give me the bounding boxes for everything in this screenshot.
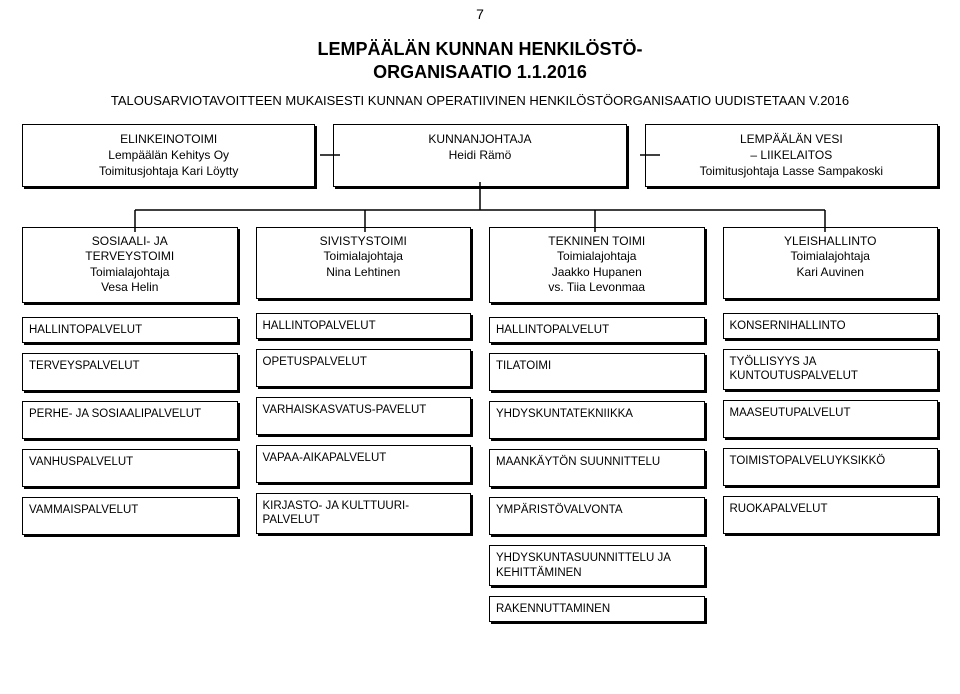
- sub: TILATOIMI: [489, 353, 705, 391]
- label: Toimialajohtaja: [27, 265, 233, 281]
- label: LEMPÄÄLÄN VESI: [652, 131, 931, 147]
- label: Toimialajohtaja: [494, 249, 700, 265]
- dept-row: SOSIAALI- JA TERVEYSTOIMI Toimialajohtaj…: [22, 227, 938, 623]
- dept-tekninen: TEKNINEN TOIMI Toimialajohtaja Jaakko Hu…: [489, 227, 705, 303]
- sub: TOIMISTOPALVELUYKSIKKÖ: [723, 448, 939, 486]
- page-root: 7 LEMPÄÄLÄN KUNNAN HENKILÖSTÖ- ORGANISAA…: [0, 0, 960, 694]
- sub: HALLINTOPALVELUT: [22, 317, 238, 343]
- col-sivistys: SIVISTYSTOIMI Toimialajohtaja Nina Lehti…: [256, 227, 472, 623]
- label: YLEISHALLINTO: [728, 234, 934, 250]
- label: Jaakko Hupanen: [494, 265, 700, 281]
- sub: KIRJASTO- JA KULTTUURI-PALVELUT: [256, 493, 472, 534]
- label: Vesa Helin: [27, 280, 233, 296]
- sub: HALLINTOPALVELUT: [489, 317, 705, 343]
- label: Toimitusjohtaja Kari Löytty: [29, 163, 308, 179]
- sub: VANHUSPALVELUT: [22, 449, 238, 487]
- sub: YHDYSKUNTASUUNNITTELU JA KEHITTÄMINEN: [489, 545, 705, 586]
- dept-sosiaali: SOSIAALI- JA TERVEYSTOIMI Toimialajohtaj…: [22, 227, 238, 303]
- sub: RAKENNUTTAMINEN: [489, 596, 705, 622]
- page-number: 7: [0, 6, 960, 22]
- sub: TERVEYSPALVELUT: [22, 353, 238, 391]
- box-elinkeinotoimi: ELINKEINOTOIMI Lempäälän Kehitys Oy Toim…: [22, 124, 315, 187]
- sub: YMPÄRISTÖVALVONTA: [489, 497, 705, 535]
- chart-title: LEMPÄÄLÄN KUNNAN HENKILÖSTÖ- ORGANISAATI…: [22, 38, 938, 83]
- label: SOSIAALI- JA: [27, 234, 233, 250]
- label: TERVEYSTOIMI: [27, 249, 233, 265]
- top-row: ELINKEINOTOIMI Lempäälän Kehitys Oy Toim…: [22, 124, 938, 187]
- label: – LIIKELAITOS: [652, 147, 931, 163]
- title-line1: LEMPÄÄLÄN KUNNAN HENKILÖSTÖ-: [318, 39, 643, 59]
- sub: MAANKÄYTÖN SUUNNITTELU: [489, 449, 705, 487]
- sub: OPETUSPALVELUT: [256, 349, 472, 387]
- sub: MAASEUTUPALVELUT: [723, 400, 939, 438]
- sub: VAPAA-AIKAPALVELUT: [256, 445, 472, 483]
- label: Lempäälän Kehitys Oy: [29, 147, 308, 163]
- label: Heidi Rämö: [340, 147, 619, 163]
- sub: RUOKAPALVELUT: [723, 496, 939, 534]
- chart-subtitle: TALOUSARVIOTAVOITTEEN MUKAISESTI KUNNAN …: [22, 93, 938, 108]
- label: ELINKEINOTOIMI: [29, 131, 308, 147]
- col-tekninen: TEKNINEN TOIMI Toimialajohtaja Jaakko Hu…: [489, 227, 705, 623]
- label: Nina Lehtinen: [261, 265, 467, 281]
- label: TEKNINEN TOIMI: [494, 234, 700, 250]
- label: Toimialajohtaja: [261, 249, 467, 265]
- sub: PERHE- JA SOSIAALIPALVELUT: [22, 401, 238, 439]
- col-sosiaali: SOSIAALI- JA TERVEYSTOIMI Toimialajohtaj…: [22, 227, 238, 623]
- sub: YHDYSKUNTATEKNIIKKA: [489, 401, 705, 439]
- sub: VARHAISKASVATUS-PAVELUT: [256, 397, 472, 435]
- label: Toimitusjohtaja Lasse Sampakoski: [652, 163, 931, 179]
- sub: TYÖLLISYYS JA KUNTOUTUSPALVELUT: [723, 349, 939, 390]
- label: SIVISTYSTOIMI: [261, 234, 467, 250]
- label: Toimialajohtaja: [728, 249, 934, 265]
- sub: HALLINTOPALVELUT: [256, 313, 472, 339]
- dept-sivistys: SIVISTYSTOIMI Toimialajohtaja Nina Lehti…: [256, 227, 472, 299]
- label: vs. Tiia Levonmaa: [494, 280, 700, 296]
- box-vesi: LEMPÄÄLÄN VESI – LIIKELAITOS Toimitusjoh…: [645, 124, 938, 187]
- label: KUNNANJOHTAJA: [340, 131, 619, 147]
- sub: VAMMAISPALVELUT: [22, 497, 238, 535]
- label: Kari Auvinen: [728, 265, 934, 281]
- dept-yleishallinto: YLEISHALLINTO Toimialajohtaja Kari Auvin…: [723, 227, 939, 299]
- title-line2: ORGANISAATIO 1.1.2016: [373, 62, 587, 82]
- col-yleishallinto: YLEISHALLINTO Toimialajohtaja Kari Auvin…: [723, 227, 939, 623]
- box-kunnanjohtaja: KUNNANJOHTAJA Heidi Rämö: [333, 124, 626, 187]
- sub: KONSERNIHALLINTO: [723, 313, 939, 339]
